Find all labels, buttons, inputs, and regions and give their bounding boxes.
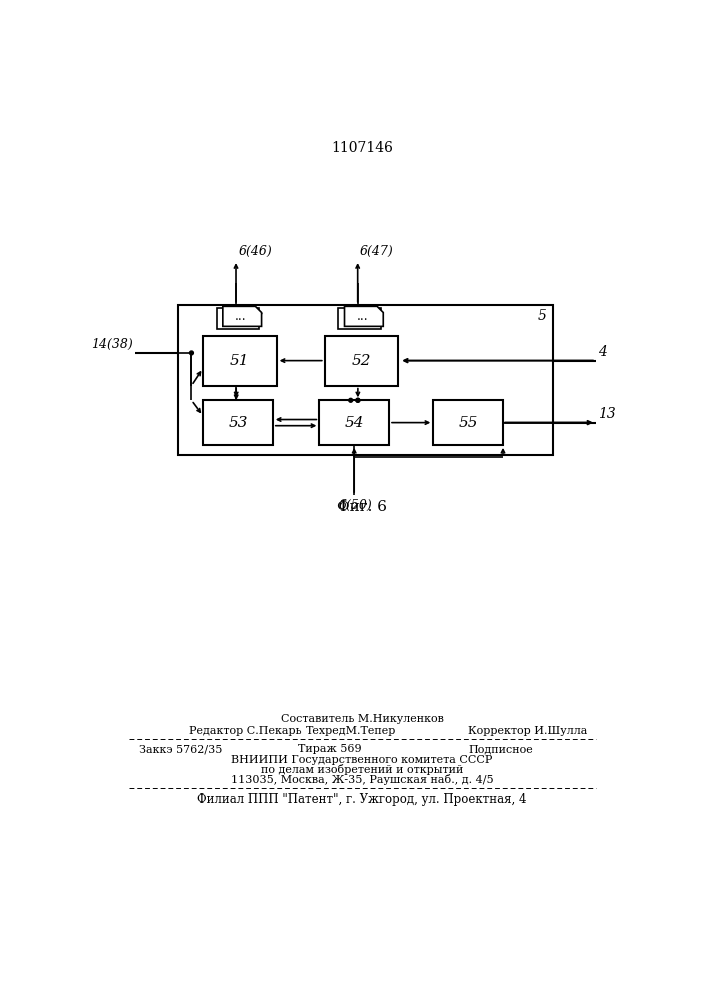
Text: ВНИИПИ Государственного комитета СССР: ВНИИПИ Государственного комитета СССР [231, 755, 493, 765]
Text: 6(47): 6(47) [360, 245, 394, 258]
Text: 54: 54 [344, 416, 364, 430]
Bar [177, 305, 554, 455]
Text: Заккэ 5762/35: Заккэ 5762/35 [139, 744, 222, 754]
Circle shape [349, 398, 353, 402]
Bar [325, 336, 398, 386]
Text: 1107146: 1107146 [331, 141, 393, 155]
Text: 13: 13 [598, 407, 616, 421]
Text: ТехредМ.Тепер: ТехредМ.Тепер [305, 726, 396, 736]
Text: 6(50): 6(50) [339, 499, 373, 512]
Text: 52: 52 [352, 354, 371, 368]
Text: ...: ... [235, 310, 247, 323]
Text: 6(46): 6(46) [238, 245, 272, 258]
Text: Редактор С.Пекарь: Редактор С.Пекарь [189, 726, 302, 736]
Text: 4: 4 [598, 345, 607, 359]
Circle shape [356, 398, 360, 402]
Text: Тираж 569: Тираж 569 [298, 744, 361, 754]
Text: Подписное: Подписное [468, 744, 533, 754]
Text: 113035, Москва, Ж-35, Раушская наб., д. 4/5: 113035, Москва, Ж-35, Раушская наб., д. … [230, 774, 493, 785]
Text: 5: 5 [538, 309, 547, 323]
Text: Фиг. 6: Фиг. 6 [337, 500, 387, 514]
Polygon shape [223, 306, 262, 326]
Bar [203, 336, 276, 386]
Text: Составитель М.Никуленков: Составитель М.Никуленков [281, 714, 443, 724]
Bar [320, 400, 389, 445]
Text: Корректор И.Шулла: Корректор И.Шулла [468, 726, 588, 736]
Bar [216, 308, 259, 329]
Text: 14(38): 14(38) [90, 338, 132, 351]
Text: 53: 53 [228, 416, 247, 430]
Text: ...: ... [356, 310, 368, 323]
Text: 51: 51 [230, 354, 250, 368]
Bar [433, 400, 503, 445]
Text: Филиал ППП "Патент", г. Ужгород, ул. Проектная, 4: Филиал ППП "Патент", г. Ужгород, ул. Про… [197, 793, 527, 806]
Text: по делам изобретений и открытий: по делам изобретений и открытий [261, 764, 463, 775]
Text: 55: 55 [458, 416, 478, 430]
Polygon shape [344, 306, 383, 326]
Circle shape [356, 398, 360, 402]
Bar [203, 400, 273, 445]
Bar [339, 308, 381, 329]
Circle shape [189, 351, 194, 355]
